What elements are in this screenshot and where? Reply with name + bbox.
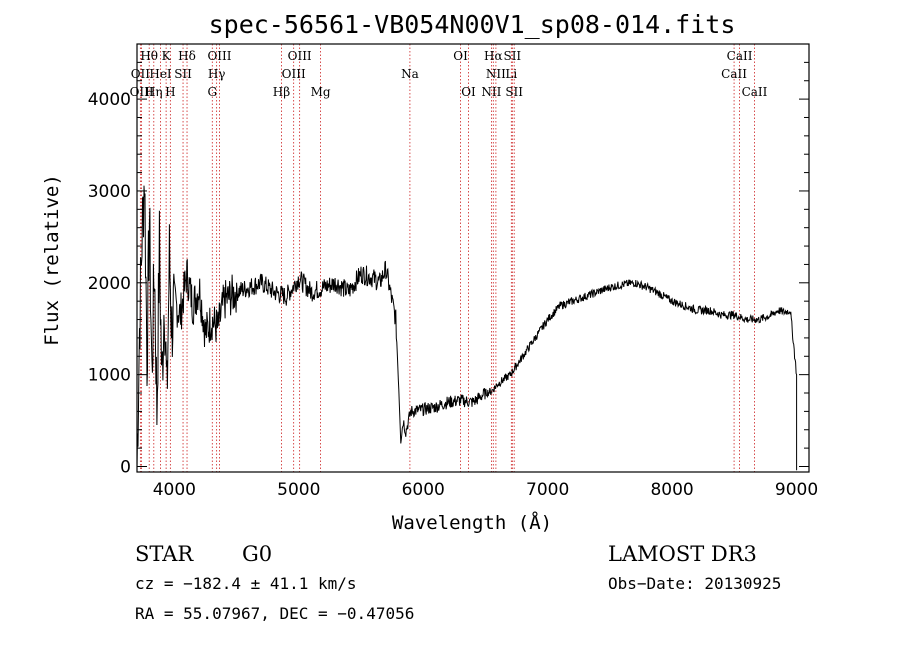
line-label-3: OIII	[207, 49, 231, 63]
x-tick-label: 8000	[650, 480, 693, 500]
y-tick-label: 4000	[88, 90, 131, 110]
x-tick-label: 9000	[775, 480, 818, 500]
flux-series-line	[136, 185, 798, 471]
line-label-2: Hδ	[178, 49, 196, 63]
line-label-1: K	[162, 49, 172, 63]
line-label-4: OIII	[288, 49, 312, 63]
line-label-0: Hθ	[140, 49, 158, 63]
line-label-19: Hη	[145, 85, 163, 99]
x-axis-label: Wavelength (Å)	[392, 511, 552, 534]
line-label-12: Hγ	[208, 67, 226, 81]
line-label-18: OIII	[130, 85, 154, 99]
y-tick-label: 2000	[88, 274, 131, 294]
line-label-9: OII	[131, 67, 151, 81]
y-axis-label: Flux (relative)	[41, 174, 63, 346]
x-tick-label: 6000	[402, 480, 445, 500]
line-label-23: Mg	[311, 85, 331, 99]
line-label-25: NII	[481, 85, 501, 99]
object-subclass: G0	[242, 542, 272, 566]
line-label-26: SII	[505, 85, 523, 99]
obs-date: Obs−Date: 20130925	[608, 574, 781, 593]
line-label-5: OI	[453, 49, 468, 63]
x-tick-label: 7000	[526, 480, 569, 500]
line-label-15: NII	[486, 67, 506, 81]
line-label-17: CaII	[721, 67, 747, 81]
emission-lines	[139, 44, 755, 472]
line-label-13: OIII	[282, 67, 306, 81]
object-class: STAR	[135, 542, 194, 566]
x-axis: 4000 5000 6000 7000 8000 9000	[153, 480, 818, 500]
redshift-text: cz = −182.4 ± 41.1 km/s	[135, 574, 357, 593]
line-label-10: HeI	[149, 67, 172, 81]
line-label-7: SII	[503, 49, 521, 63]
x-tick-label: 4000	[153, 480, 196, 500]
y-tick-label: 1000	[88, 366, 131, 386]
y-tick-label: 3000	[88, 182, 131, 202]
line-label-14: Na	[401, 67, 419, 81]
survey-name: LAMOST DR3	[608, 542, 757, 566]
chart-title: spec-56561-VB054N00V1_sp08-014.fits	[209, 10, 736, 39]
line-label-22: Hβ	[273, 85, 290, 99]
coordinates: RA = 55.07967, DEC = −0.47056	[135, 604, 414, 623]
x-tick-label: 5000	[277, 480, 320, 500]
line-label-21: G	[207, 85, 217, 99]
plot-frame	[136, 43, 810, 473]
y-tick-label: 0	[120, 457, 131, 477]
line-label-6: Hα	[484, 49, 503, 63]
line-label-8: CaII	[727, 49, 753, 63]
line-label-27: CaII	[742, 85, 768, 99]
line-label-24: OI	[461, 85, 476, 99]
y-axis: 0 1000 2000 3000 4000	[88, 61, 809, 477]
line-label-16: Li	[505, 67, 517, 81]
line-label-11: SII	[174, 67, 192, 81]
line-label-20: H	[165, 85, 175, 99]
